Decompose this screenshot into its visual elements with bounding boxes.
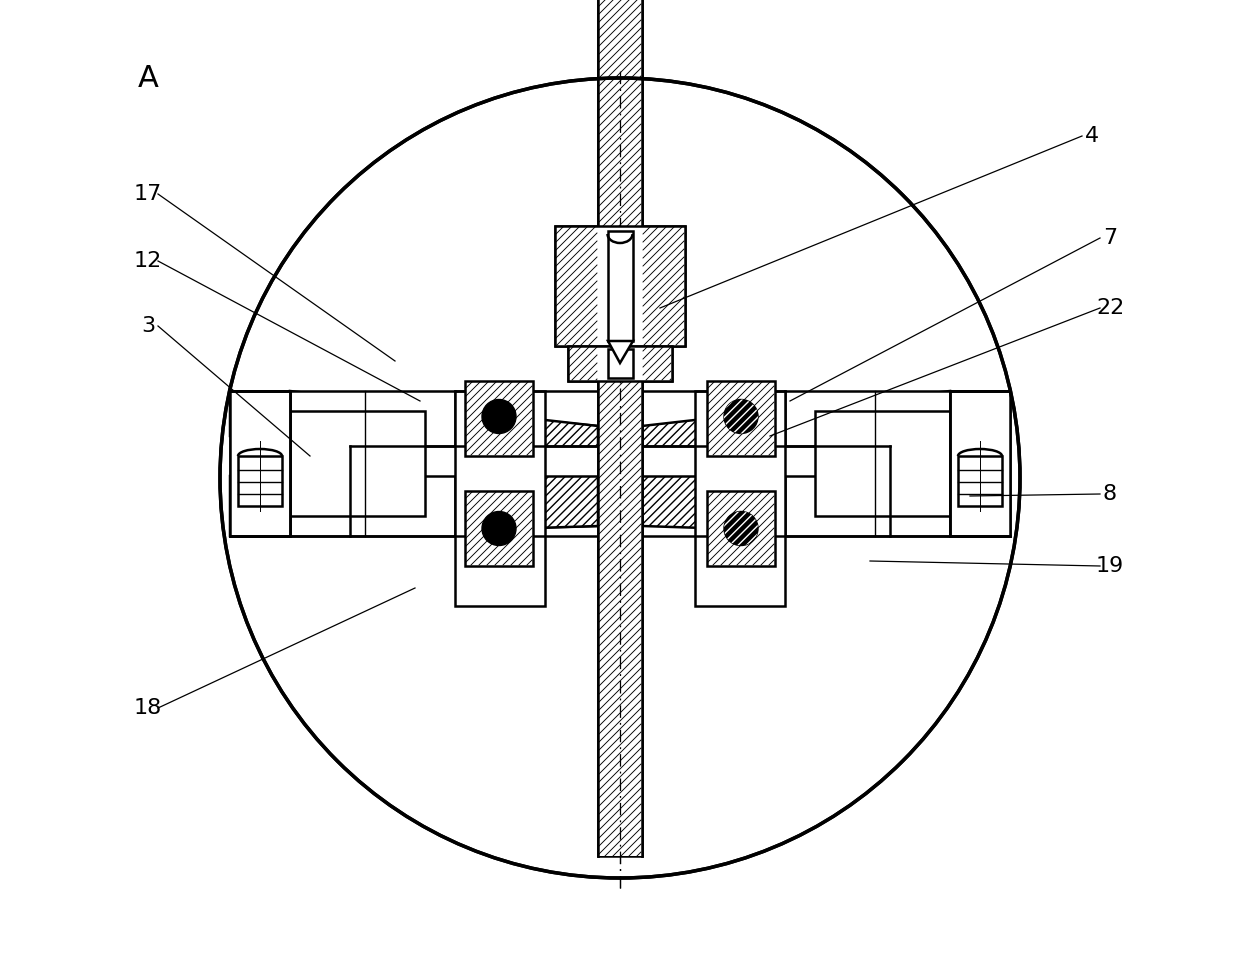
Polygon shape bbox=[608, 341, 632, 363]
Polygon shape bbox=[642, 391, 950, 536]
Bar bbox=[455, 391, 546, 606]
Polygon shape bbox=[608, 341, 632, 363]
Bar bbox=[718, 456, 758, 491]
Bar bbox=[785, 391, 950, 536]
Bar bbox=[815, 411, 950, 516]
Bar bbox=[556, 226, 684, 346]
Bar bbox=[598, 0, 642, 856]
Text: 22: 22 bbox=[1096, 298, 1125, 318]
Bar bbox=[465, 381, 533, 456]
Bar bbox=[350, 446, 598, 476]
Bar bbox=[290, 391, 455, 536]
Bar bbox=[608, 231, 632, 341]
Polygon shape bbox=[290, 391, 598, 536]
Bar bbox=[707, 491, 775, 566]
Polygon shape bbox=[229, 391, 598, 446]
Text: 3: 3 bbox=[141, 316, 155, 336]
Polygon shape bbox=[229, 476, 598, 536]
Circle shape bbox=[482, 511, 516, 546]
Bar bbox=[608, 349, 632, 378]
Bar bbox=[465, 491, 533, 566]
Circle shape bbox=[724, 400, 758, 433]
Polygon shape bbox=[950, 391, 1011, 536]
Bar bbox=[608, 349, 632, 378]
Circle shape bbox=[482, 400, 516, 433]
Polygon shape bbox=[229, 391, 290, 536]
Text: 7: 7 bbox=[1102, 228, 1117, 248]
Text: A: A bbox=[138, 63, 159, 93]
Bar bbox=[959, 456, 1002, 506]
Text: 4: 4 bbox=[1085, 126, 1099, 146]
Bar bbox=[950, 391, 1011, 536]
Text: 19: 19 bbox=[1096, 556, 1125, 576]
Text: 18: 18 bbox=[134, 698, 162, 718]
Bar bbox=[238, 406, 278, 521]
Bar bbox=[556, 226, 684, 346]
Bar bbox=[482, 456, 522, 491]
Bar bbox=[598, 0, 642, 856]
Bar bbox=[694, 391, 785, 606]
Bar bbox=[962, 406, 1002, 521]
Bar bbox=[568, 346, 672, 381]
Bar bbox=[642, 446, 900, 476]
Bar bbox=[707, 381, 775, 456]
Bar bbox=[229, 391, 290, 536]
Bar bbox=[482, 566, 522, 601]
Bar bbox=[608, 231, 632, 341]
Bar bbox=[718, 566, 758, 601]
Bar bbox=[238, 456, 281, 506]
Circle shape bbox=[724, 511, 758, 546]
Bar bbox=[568, 346, 672, 381]
Text: 8: 8 bbox=[1102, 484, 1117, 504]
Text: 12: 12 bbox=[134, 251, 162, 271]
Text: 17: 17 bbox=[134, 184, 162, 204]
Bar bbox=[290, 411, 425, 516]
